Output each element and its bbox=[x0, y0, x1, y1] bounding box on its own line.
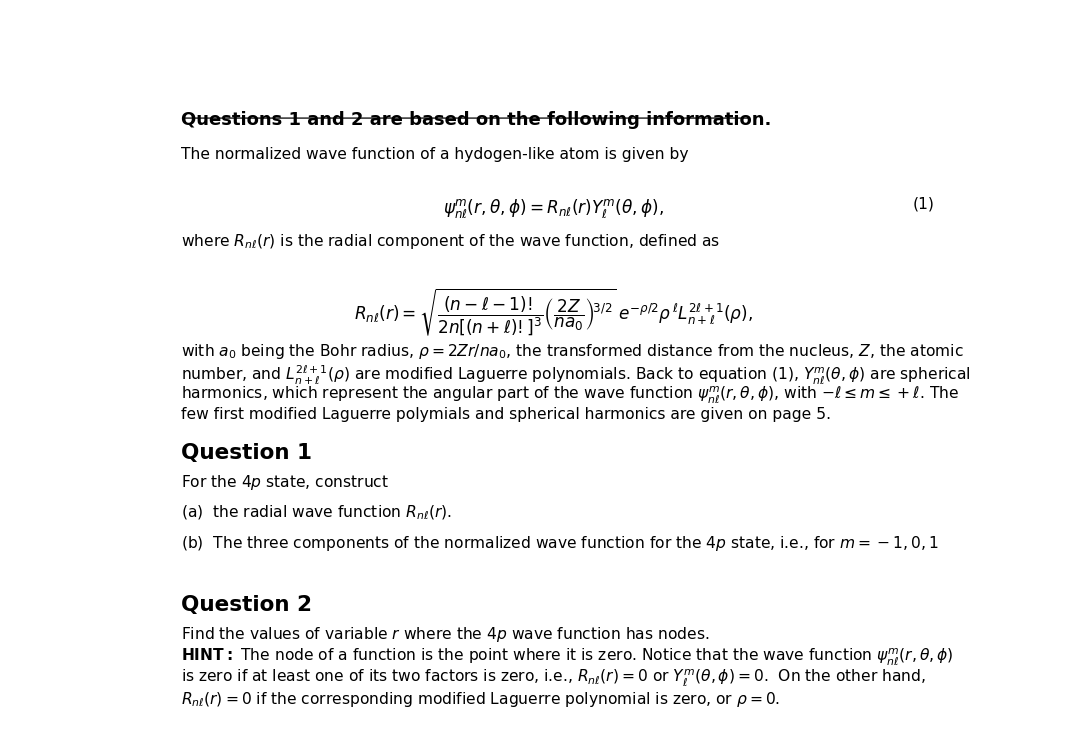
Text: (1): (1) bbox=[913, 197, 934, 212]
Text: Find the values of variable $r$ where the $4p$ wave function has nodes.: Find the values of variable $r$ where th… bbox=[181, 625, 710, 644]
Text: $R_{n\ell}(r) = \sqrt{\dfrac{(n-\ell-1)!}{2n[(n+\ell)!]^3}\left(\dfrac{2Z}{na_0}: $R_{n\ell}(r) = \sqrt{\dfrac{(n-\ell-1)!… bbox=[354, 287, 753, 339]
Text: For the $4p$ state, construct: For the $4p$ state, construct bbox=[181, 473, 389, 492]
Text: Questions 1 and 2 are based on the following information.: Questions 1 and 2 are based on the follo… bbox=[181, 111, 771, 129]
Text: where $R_{n\ell}(r)$ is the radial component of the wave function, defined as: where $R_{n\ell}(r)$ is the radial compo… bbox=[181, 231, 720, 250]
Text: (b)  The three components of the normalized wave function for the $4p$ state, i.: (b) The three components of the normaliz… bbox=[181, 534, 939, 553]
Text: $\mathbf{HINT:}$ The node of a function is the point where it is zero. Notice th: $\mathbf{HINT:}$ The node of a function … bbox=[181, 646, 954, 668]
Text: Question 2: Question 2 bbox=[181, 595, 312, 615]
Text: with $a_0$ being the Bohr radius, $\rho = 2Zr/na_0$, the transformed distance fr: with $a_0$ being the Bohr radius, $\rho … bbox=[181, 342, 963, 361]
Text: few first modified Laguerre polymials and spherical harmonics are given on page : few first modified Laguerre polymials an… bbox=[181, 407, 831, 422]
Text: The normalized wave function of a hydogen-like atom is given by: The normalized wave function of a hydoge… bbox=[181, 147, 689, 163]
Text: (a)  the radial wave function $R_{n\ell}(r)$.: (a) the radial wave function $R_{n\ell}(… bbox=[181, 503, 451, 522]
Text: $\psi_{n\ell}^{m}(r,\theta,\phi) = R_{n\ell}(r)Y_{\ell}^{m}(\theta,\phi),$: $\psi_{n\ell}^{m}(r,\theta,\phi) = R_{n\… bbox=[443, 197, 664, 220]
Text: Question 1: Question 1 bbox=[181, 443, 312, 463]
Text: harmonics, which represent the angular part of the wave function $\psi_{n\ell}^{: harmonics, which represent the angular p… bbox=[181, 386, 959, 407]
Text: number, and $L_{n+\ell}^{2\ell+1}(\rho)$ are modified Laguerre polynomials. Back: number, and $L_{n+\ell}^{2\ell+1}(\rho)$… bbox=[181, 364, 971, 387]
Text: $R_{n\ell}(r) = 0$ if the corresponding modified Laguerre polynomial is zero, or: $R_{n\ell}(r) = 0$ if the corresponding … bbox=[181, 689, 780, 708]
Text: is zero if at least one of its two factors is zero, i.e., $R_{n\ell}(r) = 0$ or : is zero if at least one of its two facto… bbox=[181, 668, 926, 689]
